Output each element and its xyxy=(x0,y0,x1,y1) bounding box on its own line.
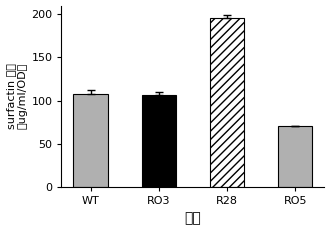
Bar xyxy=(210,18,244,187)
Y-axis label: surfactin 产量
（ug/ml/OD）: surfactin 产量 （ug/ml/OD） xyxy=(6,63,27,129)
Bar xyxy=(278,126,313,187)
Bar xyxy=(142,95,176,187)
Bar xyxy=(74,94,108,187)
X-axis label: 菌株: 菌株 xyxy=(184,211,201,225)
